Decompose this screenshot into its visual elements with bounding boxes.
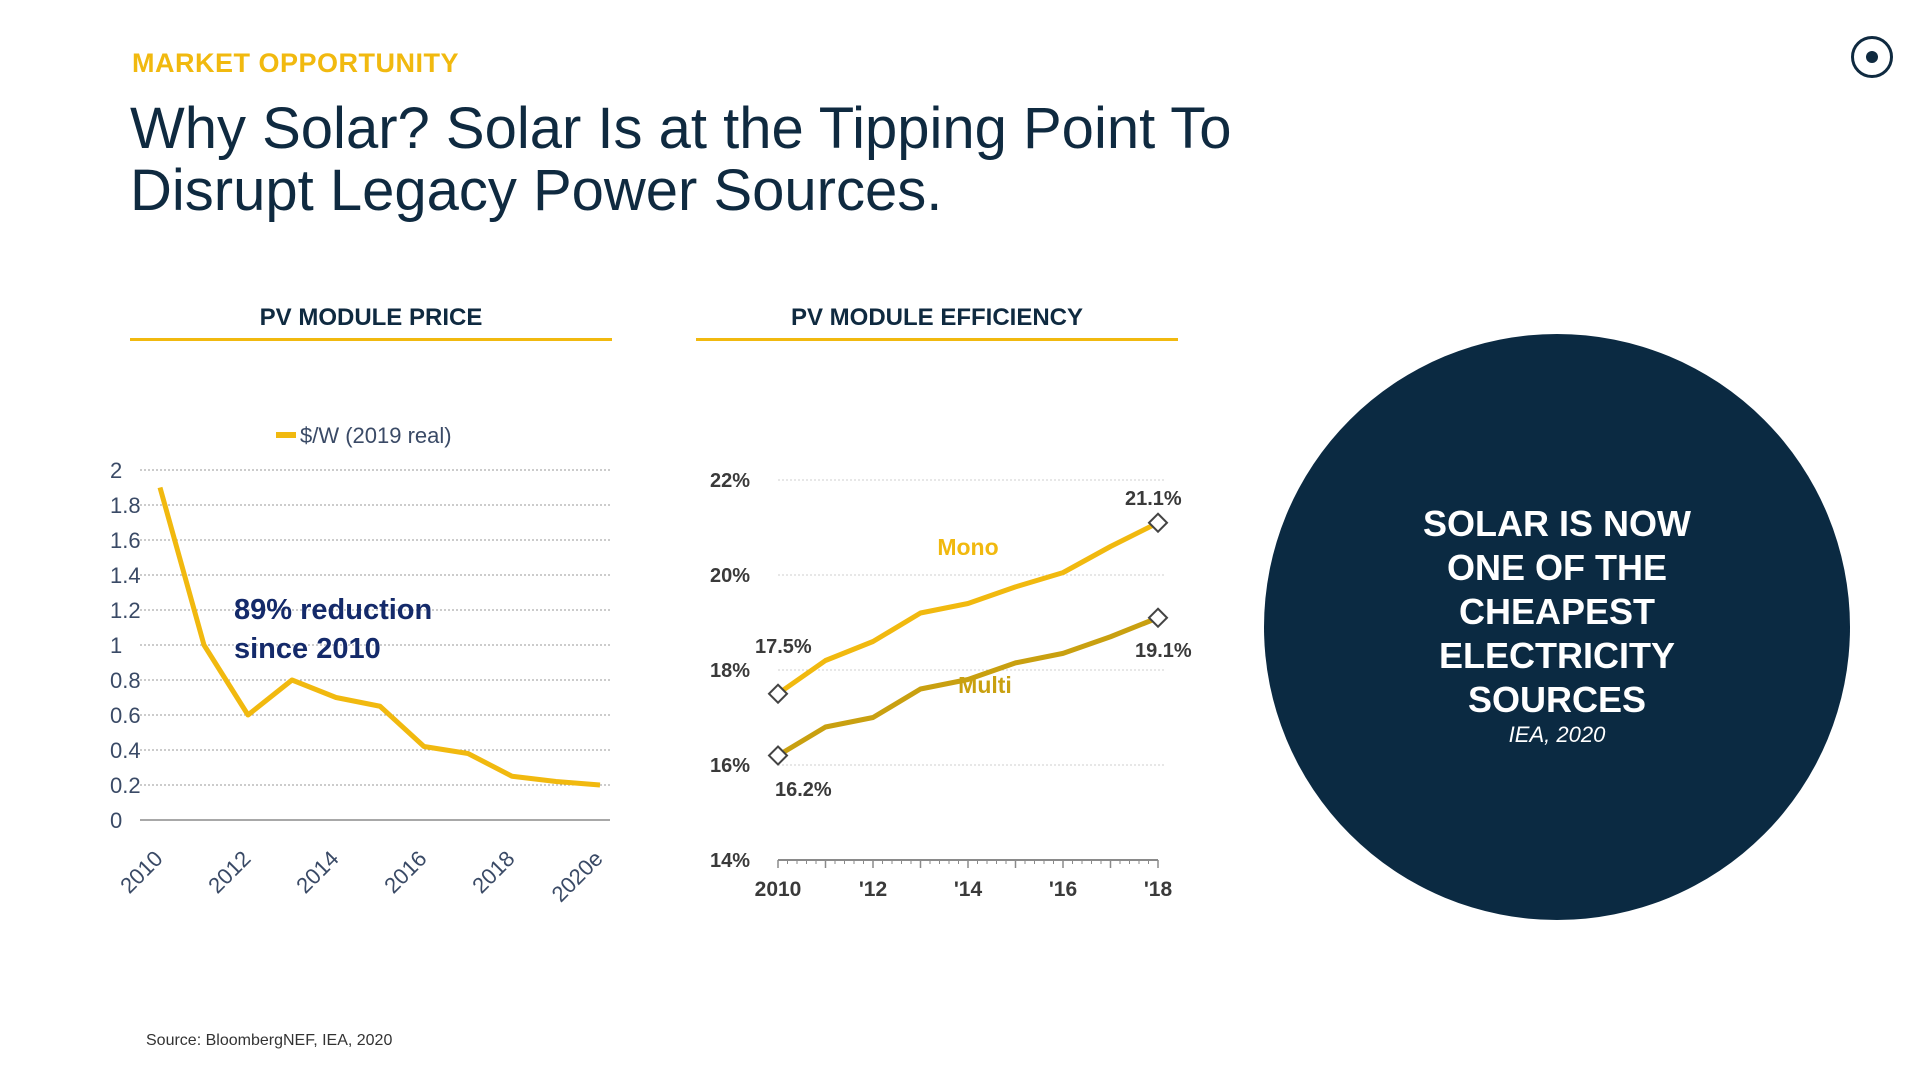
y-tick-label: 1.4 [110,563,141,588]
y-tick-label: 1 [110,633,122,658]
data-point-marker [767,683,789,705]
footer-source: Source: BloombergNEF, IEA, 2020 [146,1032,393,1049]
target-dot-icon [1866,51,1878,63]
x-tick-label: 2014 [291,846,343,898]
legend-swatch [276,432,296,438]
x-tick-label: '18 [1144,878,1173,901]
data-label: 19.1% [1135,640,1192,662]
menu-button[interactable] [1851,36,1893,78]
data-point-marker [1147,512,1169,534]
x-tick-label: '16 [1049,878,1077,901]
data-label: 16.2% [775,779,832,801]
data-point-marker [767,745,789,766]
x-tick-label: 2012 [203,846,255,898]
x-tick-label: 2010 [115,846,167,898]
y-tick-label: 14% [710,850,750,872]
x-tick-label: 2010 [755,878,802,901]
x-tick-label: 2016 [379,846,431,898]
y-tick-label: 20% [710,565,750,587]
y-tick-label: 0.4 [110,738,141,763]
section-eyebrow: MARKET OPPORTUNITY [132,48,460,78]
x-tick-label: '12 [859,878,887,901]
series-label-mono: Mono [937,534,998,560]
y-tick-label: 0.6 [110,703,141,728]
callout-source: IEA, 2020 [1508,722,1606,747]
multi-series-line [776,615,1159,758]
efficiency-chart-title: PV MODULE EFFICIENCY [696,298,1178,341]
data-point-marker [1147,607,1169,629]
y-tick-label: 2 [110,458,122,483]
callout-text: SOLAR IS NOW ONE OF THE CHEAPEST ELECTRI… [1423,503,1691,720]
page-title: Why Solar? Solar Is at the Tipping Point… [130,98,1280,222]
data-label: 21.1% [1125,488,1182,510]
annotation-line-2: since 2010 [234,633,381,665]
page-title-line-1: Why Solar? Solar Is at the Tipping Point… [130,96,1232,161]
data-label: 17.5% [755,636,812,658]
x-tick-label: 2018 [467,846,519,898]
price-chart: 0 0.2 0.4 0.6 0.8 1 1.2 1.4 1.6 1.8 2 2010 2012 2014 2… [110,423,610,907]
y-tick-label: 1.2 [110,598,141,623]
page-title-line-2: Disrupt Legacy Power Sources. [130,158,943,223]
y-tick-label: 22% [710,470,750,492]
y-tick-label: 1.8 [110,493,141,518]
y-tick-label: 0.8 [110,668,141,693]
y-tick-label: 18% [710,660,750,682]
x-tick-label: 2020e [547,846,608,907]
efficiency-chart: 14% 16% 18% 20% 22% 2010 '12 '14 '16 '18 Mono Multi… [710,470,1192,901]
series-label-multi: Multi [958,672,1012,698]
annotation-line-1: 89% reduction [234,594,432,626]
mono-series-line [776,520,1160,696]
legend-label: $/W (2019 real) [300,423,452,448]
callout-circle [1264,334,1850,920]
price-chart-title: PV MODULE PRICE [130,298,612,341]
y-tick-label: 0.2 [110,773,141,798]
y-tick-label: 16% [710,755,750,777]
y-tick-label: 0 [110,808,122,833]
x-tick-label: '14 [954,878,983,901]
y-tick-label: 1.6 [110,528,141,553]
